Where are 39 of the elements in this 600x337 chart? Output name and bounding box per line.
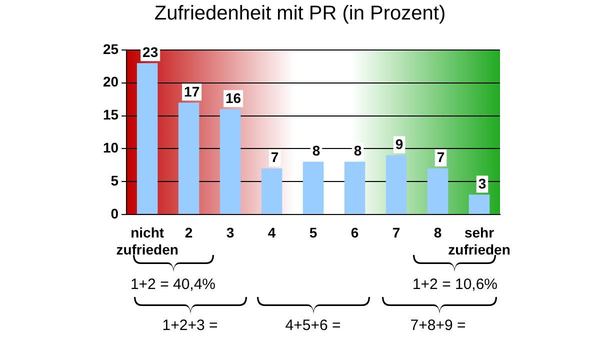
text: 7+8+9 = [409,317,467,334]
y-tick-label: 0 [110,205,119,222]
x-tick-label: sehr zufrieden [448,224,510,258]
bar [386,155,407,214]
data-label: 7 [436,149,445,166]
y-tick-label: 10 [102,140,119,156]
y-tick-label: 5 [110,172,119,188]
x-tick-label: 5 [309,224,318,241]
data-label: 23 [142,44,158,60]
x-tick-label: 3 [226,224,234,241]
bar [220,109,241,214]
bar [427,168,448,214]
bar [344,162,366,214]
data-label: 8 [354,142,362,159]
text: 1+2+3 = [161,317,219,334]
text: 4+5+6 = [284,317,342,334]
bar [302,162,324,214]
bar [468,194,490,214]
text: 1+2 = 10,6% [411,276,499,293]
y-tick-label: 20 [102,74,119,90]
x-tick-label: 7 [392,224,400,241]
data-label: 9 [395,136,404,152]
y-tick-label: 25 [102,40,119,57]
x-tick-label: 8 [434,224,442,241]
y-tick-label: 15 [102,106,119,123]
x-tick-label: nicht zufrieden [116,224,178,258]
bar [136,63,158,214]
data-label: 17 [184,83,200,100]
data-label: 7 [270,149,279,166]
x-tick-label: 6 [350,224,359,241]
chart-title: Zufriedenheit mit PR (in Prozent) [154,2,446,25]
x-tick-label: 4 [268,224,276,241]
x-tick-label: 2 [184,224,193,241]
data-label: 3 [478,176,486,192]
bar [178,102,200,214]
text: 1+2 = 40,4% [129,276,217,293]
bar [261,168,282,214]
data-label: 8 [312,142,320,159]
data-label: 16 [226,90,242,106]
